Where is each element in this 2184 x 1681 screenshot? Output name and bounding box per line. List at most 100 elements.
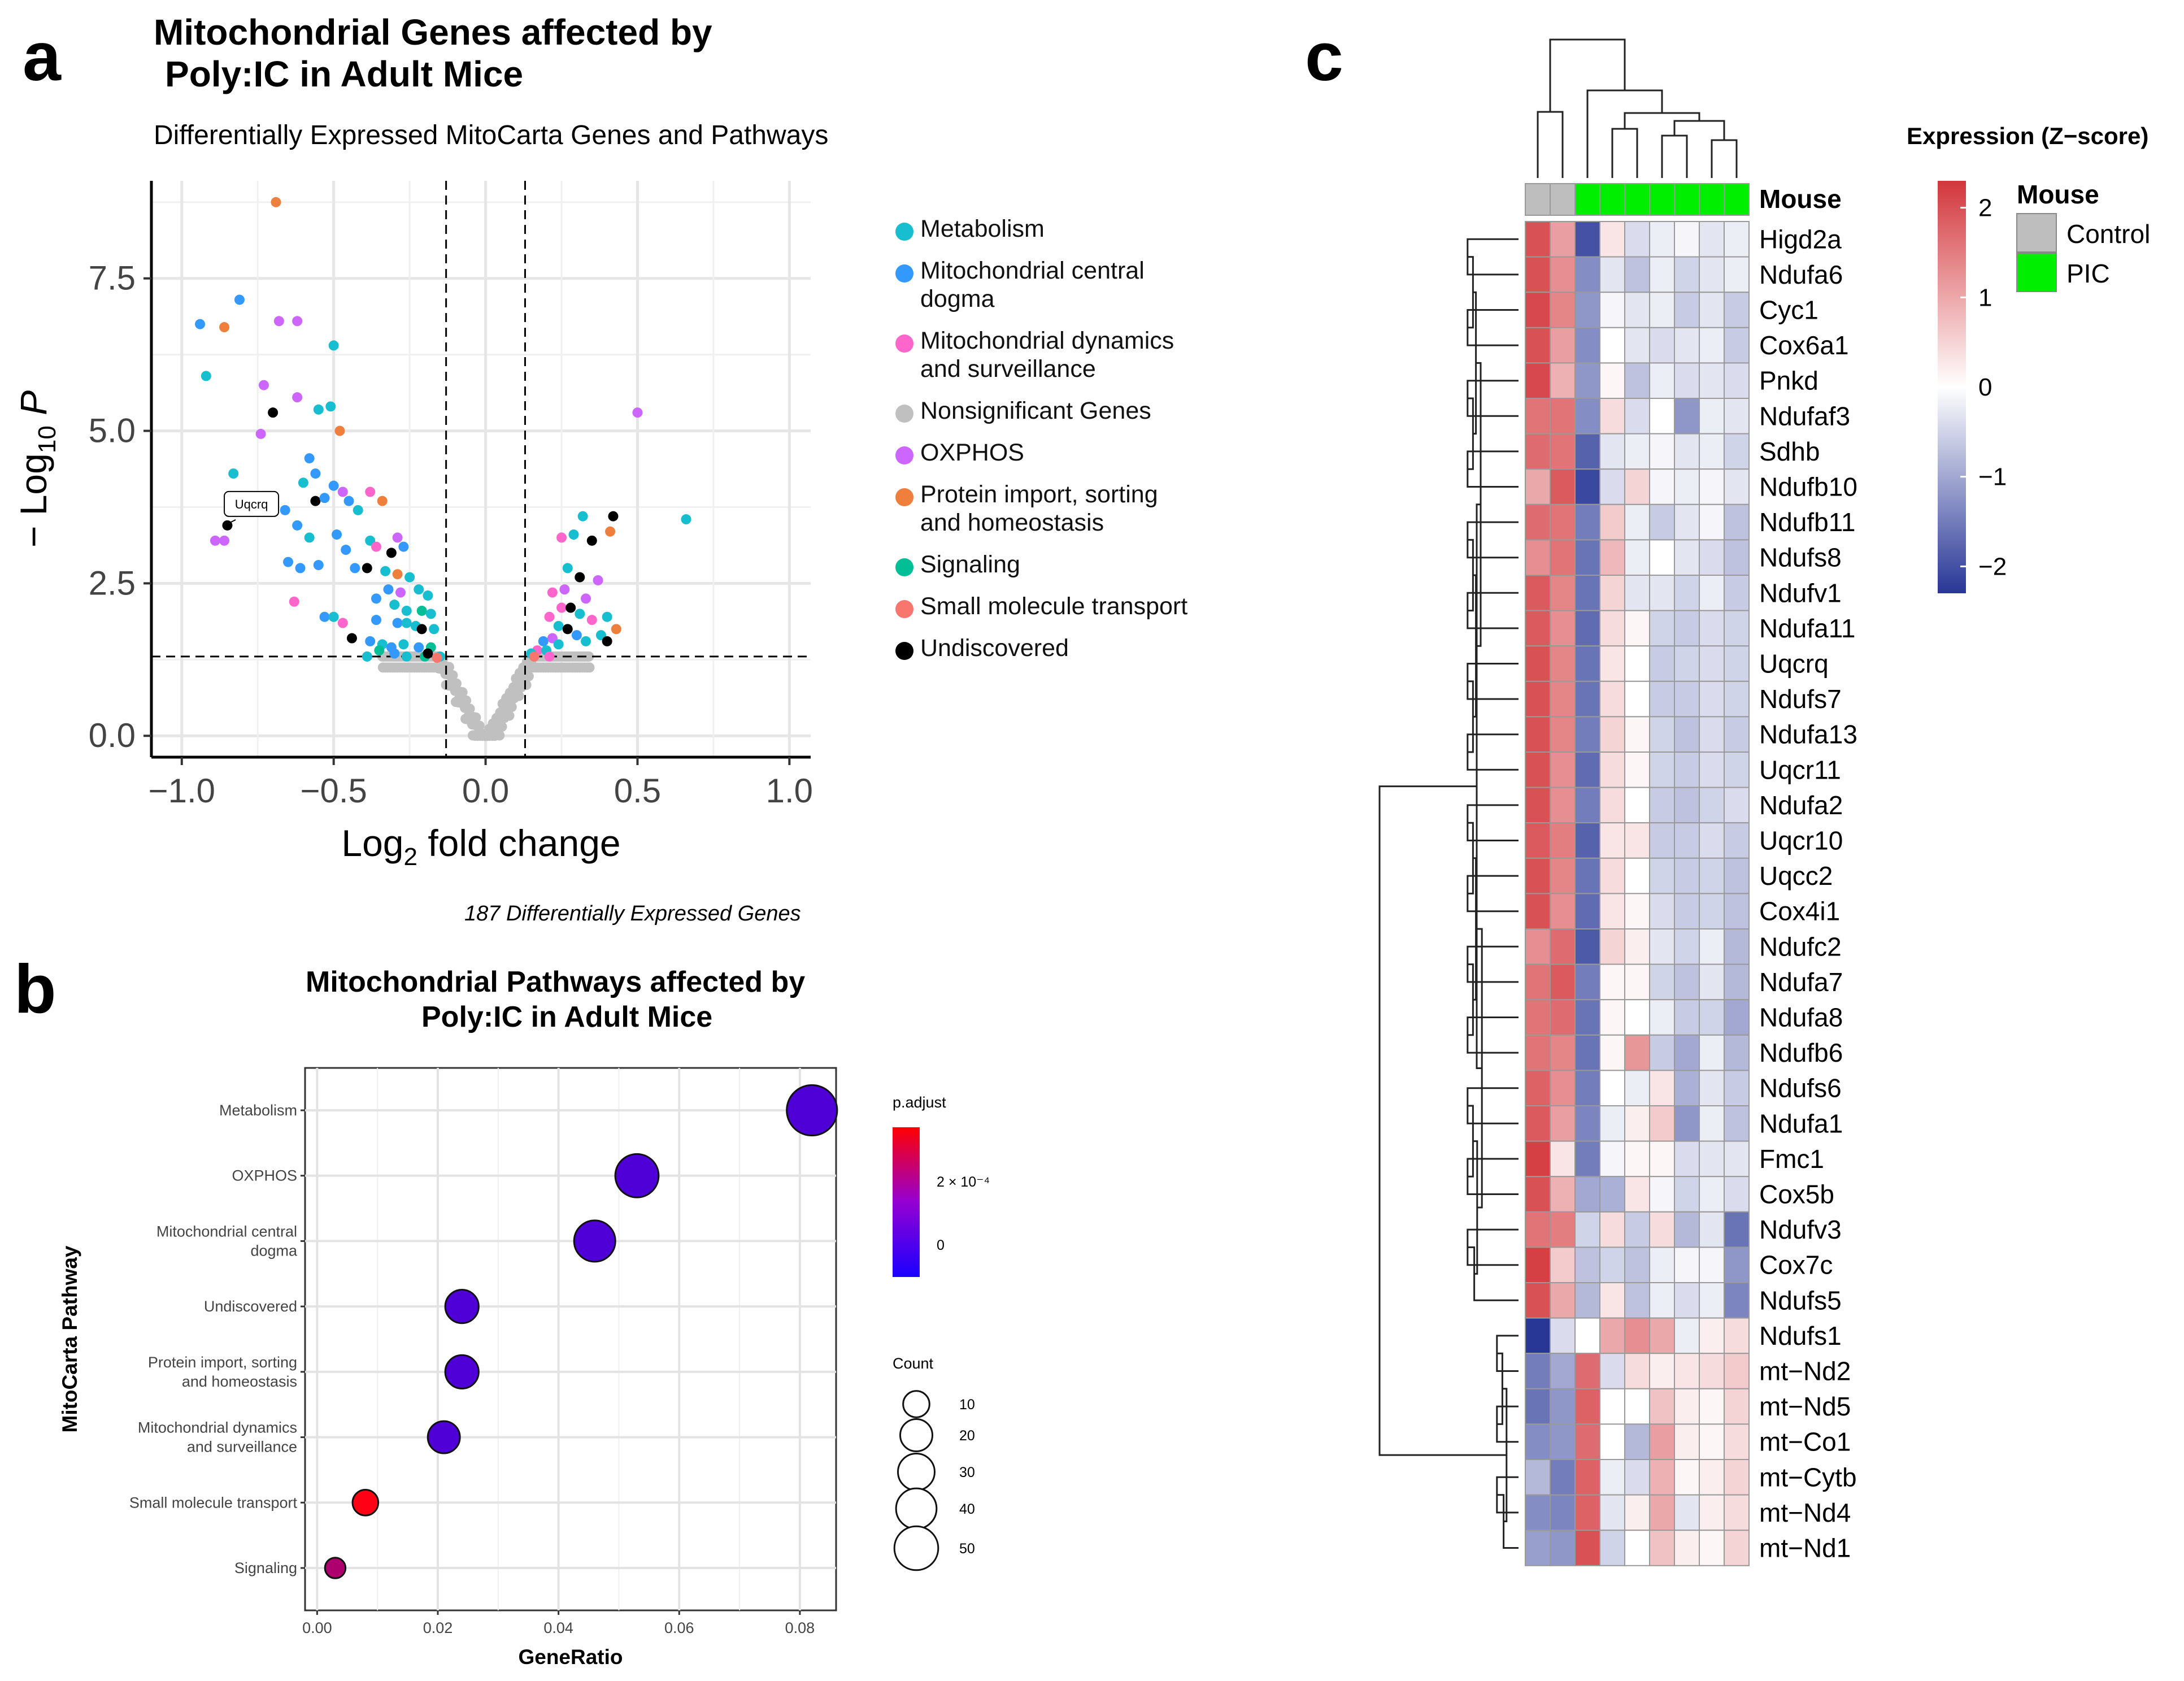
y-category-label: Mitochondrial dynamics — [138, 1419, 297, 1436]
heatmap-cell — [1699, 1317, 1725, 1354]
gene-point — [341, 545, 351, 555]
heatmap-cell — [1724, 221, 1750, 258]
heatmap-cell — [1649, 1140, 1675, 1178]
gene-point — [416, 624, 427, 635]
gene-point — [332, 529, 342, 540]
heatmap-cell — [1649, 256, 1675, 293]
group-legend-title: Mouse — [2017, 180, 2099, 209]
gene-point — [195, 319, 206, 329]
y-category-label: dogma — [250, 1242, 298, 1259]
volcano-title-line1: Mitochondrial Genes affected by — [154, 12, 712, 53]
nonsig-point — [521, 680, 532, 690]
heatmap-cell — [1599, 645, 1625, 682]
row-label: Higd2a — [1759, 224, 1842, 254]
heatmap-cell — [1649, 503, 1675, 541]
heatmap-cell — [1649, 1246, 1675, 1283]
heatmap-cell — [1649, 1459, 1675, 1496]
heatmap-cell — [1674, 787, 1700, 824]
heatmap-cell — [1724, 1070, 1750, 1107]
gene-point — [386, 548, 397, 558]
gene-point — [556, 602, 567, 613]
heatmap-cell — [1724, 1176, 1750, 1213]
heatmap-cell — [1550, 645, 1576, 682]
gene-point — [304, 453, 315, 464]
heatmap-cell — [1674, 1246, 1700, 1283]
gene-point — [289, 596, 299, 607]
heatmap-cell — [1699, 221, 1725, 258]
heatmap-cell — [1599, 893, 1625, 930]
heatmap-cell — [1724, 1494, 1750, 1531]
heatmap-cell — [1550, 1530, 1576, 1566]
row-label: mt−Nd2 — [1759, 1357, 1851, 1386]
heatmap-cell — [1674, 963, 1700, 1001]
heatmap-cell — [1624, 398, 1650, 435]
gene-point — [371, 593, 381, 604]
nonsig-point — [474, 720, 485, 731]
count-legend-circle — [899, 1418, 934, 1453]
heatmap-cell — [1674, 1282, 1700, 1319]
gene-point — [593, 575, 603, 585]
gene-point — [292, 392, 303, 403]
heatmap-cell — [1724, 433, 1750, 470]
gene-point — [353, 505, 363, 515]
padj-legend-label: 2 × 10⁻⁴ — [937, 1174, 990, 1190]
heatmap-cell — [1574, 716, 1600, 753]
heatmap-cell — [1574, 1070, 1600, 1107]
heatmap-cell — [1574, 1317, 1600, 1354]
heatmap-cell — [1599, 716, 1625, 753]
label-leader — [224, 519, 236, 526]
heatmap-cell — [1574, 539, 1600, 576]
heatmap-cell — [1674, 1211, 1700, 1248]
gene-point — [334, 425, 345, 436]
gene-point — [562, 624, 573, 635]
heatmap-cell — [1649, 716, 1675, 753]
y-tick-label: 5.0 — [89, 412, 136, 450]
heatmap-cell — [1624, 893, 1650, 930]
heatmap-cell — [1624, 1353, 1650, 1389]
row-dendrogram-branch — [1467, 256, 1474, 329]
heatmap-cell — [1599, 752, 1625, 788]
heatmap-cell — [1724, 752, 1750, 788]
legend-label: Undiscovered — [920, 635, 1069, 662]
gene-point — [362, 651, 372, 662]
group-legend-label: Control — [2066, 219, 2150, 249]
row-label: Ndufa11 — [1759, 614, 1856, 643]
heatmap-cell — [1525, 503, 1551, 541]
panel-b-letter: b — [14, 950, 56, 1027]
heatmap-chart: Mouse Higd2a Ndufa6 Cyc1 Cox6a1 Pnkd Ndufaf3 Sd… — [1378, 38, 2150, 1566]
gene-point — [201, 371, 211, 381]
heatmap-cell — [1574, 645, 1600, 682]
heatmap-cell — [1674, 327, 1700, 364]
heatmap-cell — [1599, 928, 1625, 965]
gene-point — [319, 611, 330, 622]
heatmap-cell — [1699, 893, 1725, 930]
gene-point — [374, 645, 385, 656]
heatmap-cell — [1674, 575, 1700, 611]
heatmap-cell — [1525, 398, 1551, 435]
pathway-dot — [351, 1489, 380, 1517]
x-tick-label: 1.0 — [766, 772, 813, 810]
heatmap-cell — [1550, 752, 1576, 788]
heatmap-cell — [1674, 610, 1700, 647]
heatmap-cell — [1649, 893, 1675, 930]
column-dendrogram-branch — [1549, 38, 1626, 112]
nonsig-point — [514, 690, 524, 701]
heatmap-cell — [1550, 1388, 1576, 1425]
colorbar-label: −1 — [1978, 463, 2007, 491]
row-label: Sdhb — [1759, 437, 1820, 466]
row-dendrogram-branch — [1467, 521, 1519, 559]
x-tick-label: 0.5 — [614, 772, 661, 810]
gene-point — [219, 322, 230, 333]
heatmap-cell — [1699, 1034, 1725, 1071]
heatmap-cell — [1624, 645, 1650, 682]
heatmap-cell — [1624, 963, 1650, 1001]
heatmap-cell — [1550, 362, 1576, 399]
heatmap-cell — [1624, 327, 1650, 364]
heatmap-cell — [1649, 1530, 1675, 1566]
row-label: mt−Nd1 — [1759, 1534, 1851, 1563]
gene-point — [414, 642, 424, 653]
heatmap-cell — [1599, 1423, 1625, 1460]
colorbar-label: −2 — [1978, 553, 2007, 580]
row-label: mt−Cytb — [1759, 1462, 1857, 1492]
gene-point — [568, 529, 579, 540]
